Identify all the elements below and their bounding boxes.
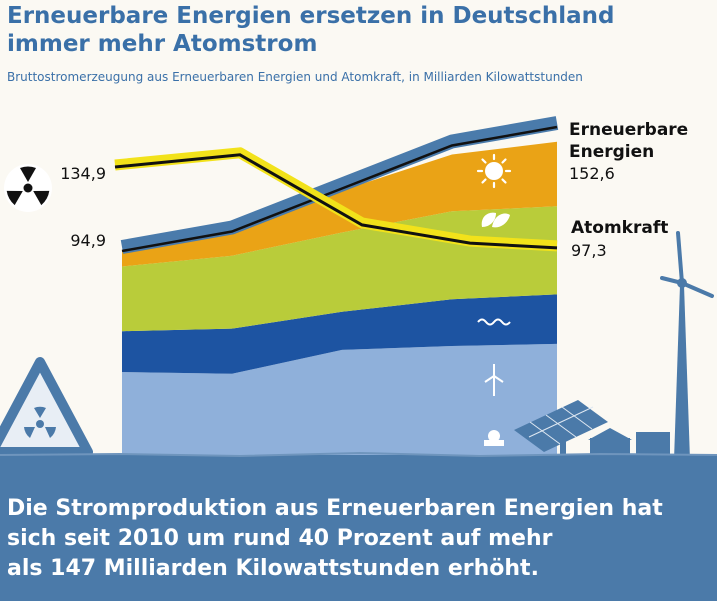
nuclear-series-name: Atomkraft bbox=[571, 218, 668, 238]
chart-subtitle: Bruttostromerzeugung aus Erneuerbaren En… bbox=[7, 70, 583, 84]
bottom-banner bbox=[0, 455, 717, 601]
summary-line-2: sich seit 2010 um rund 40 Prozent auf me… bbox=[7, 526, 553, 551]
title-line-2: immer mehr Atomstrom bbox=[7, 31, 318, 57]
nuclear-end-label: 97,3 bbox=[571, 241, 607, 260]
nuclear-start-label: 134,9 bbox=[60, 164, 106, 183]
renewables-start-label: 94,9 bbox=[70, 231, 106, 250]
water-waves-icon bbox=[477, 318, 511, 326]
summary-text: Die Stromproduktion aus Erneuerbaren Ene… bbox=[7, 494, 712, 584]
biogas-icon bbox=[484, 430, 504, 446]
leaf-icon bbox=[481, 212, 510, 228]
renewables-line bbox=[121, 125, 558, 253]
title-line-1: Erneuerbare Energien ersetzen in Deutsch… bbox=[7, 3, 615, 29]
area-wind bbox=[122, 343, 557, 455]
summary-line-3: als 147 Milliarden Kilowattstunden erhöh… bbox=[7, 556, 539, 581]
banner-top-edge bbox=[0, 451, 717, 458]
renewables-series-name: Erneuerbare bbox=[569, 120, 688, 140]
renewables-end-label: 152,6 bbox=[569, 164, 615, 183]
renewables-series-name: Energien bbox=[569, 142, 654, 162]
area-hydro bbox=[122, 294, 557, 374]
summary-line-1: Die Stromproduktion aus Erneuerbaren Ene… bbox=[7, 496, 663, 521]
wind-turbine-large-icon bbox=[660, 231, 714, 460]
chart-title: Erneuerbare Energien ersetzen in Deutsch… bbox=[7, 2, 615, 58]
nuclear-line-outline bbox=[114, 147, 558, 252]
radiation-icon bbox=[4, 164, 52, 212]
nuclear-line bbox=[114, 153, 558, 250]
sun-icon bbox=[476, 153, 512, 189]
wind-turbine-icon bbox=[484, 364, 504, 396]
renewables-outline-band bbox=[120, 116, 559, 254]
radiation-warning-sign-icon bbox=[0, 357, 93, 457]
